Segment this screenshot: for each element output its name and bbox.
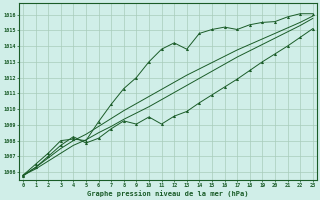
X-axis label: Graphe pression niveau de la mer (hPa): Graphe pression niveau de la mer (hPa) <box>87 190 249 197</box>
